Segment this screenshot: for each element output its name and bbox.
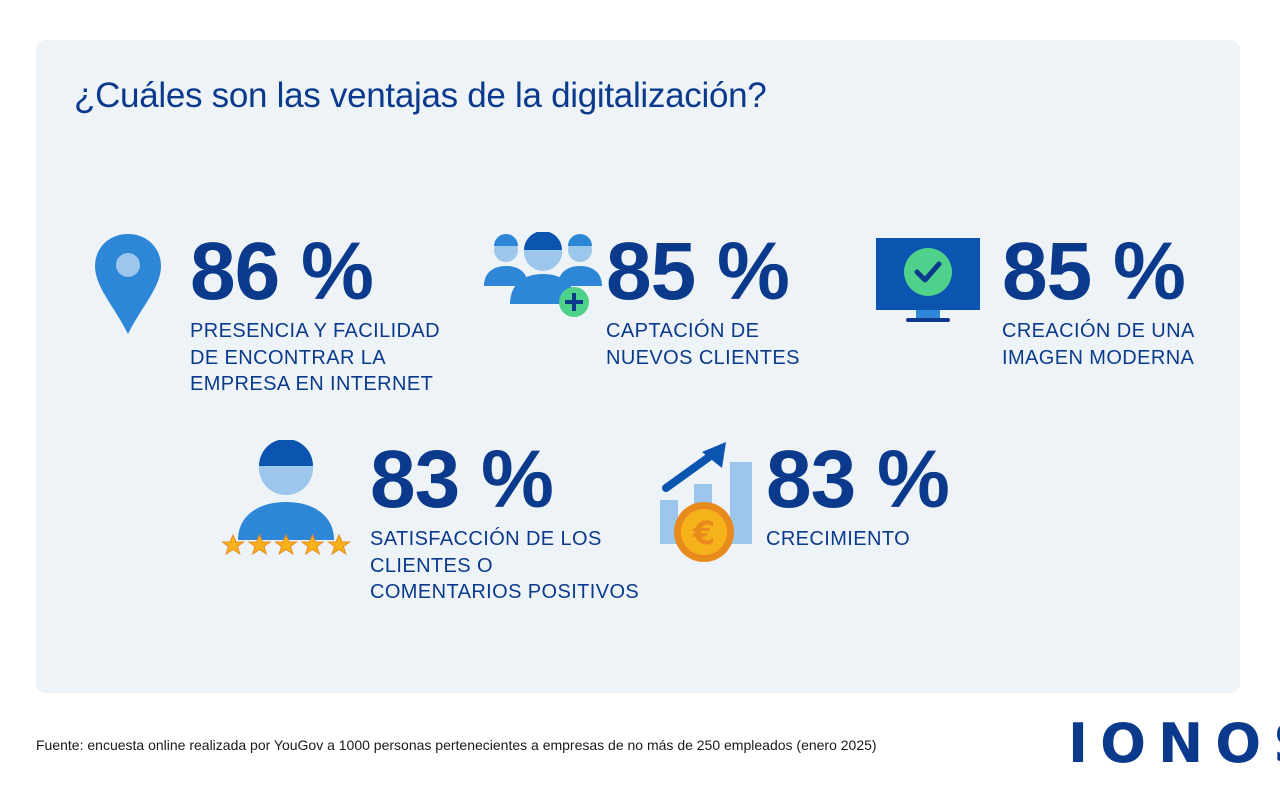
user-five-stars-icon [221, 440, 351, 556]
source-footnote: Fuente: encuesta online realizada por Yo… [36, 737, 877, 753]
stat-modern-image: 85 % Creación de una imagen moderna [1002, 226, 1195, 371]
stat-new-customers: 85 % Captación de nuevos clientes [606, 226, 800, 371]
stat-growth: 83 % Crecimiento [766, 434, 950, 553]
stat-percent: 83 % [370, 434, 554, 525]
infographic-panel [36, 40, 1240, 693]
stat-percent: 85 % [1002, 226, 1186, 317]
add-users-icon [484, 232, 602, 317]
monitor-check-icon [876, 238, 980, 322]
infographic-title: ¿Cuáles son las ventajas de la digitaliz… [74, 76, 767, 115]
stat-label: Creación de una imagen moderna [1002, 320, 1195, 369]
stat-percent: 86 % [190, 226, 374, 317]
stat-label: Satisfacción de los clientes o comentari… [370, 528, 640, 603]
location-pin-icon [95, 234, 161, 334]
stat-online-presence: 86 % Presencia y facilidad de encontrar … [190, 226, 440, 398]
stat-percent: 83 % [766, 434, 950, 525]
stat-percent: 85 % [606, 226, 790, 317]
ionos-logo: IONOS [1068, 712, 1280, 775]
stat-customer-satisfaction: 83 % Satisfacción de los clientes o come… [370, 434, 640, 606]
growth-chart-euro-icon: € [660, 442, 752, 562]
stat-label: Presencia y facilidad de encontrar la em… [190, 320, 440, 395]
svg-text:€: € [692, 514, 715, 552]
stat-label: Crecimiento [766, 528, 911, 550]
stat-label: Captación de nuevos clientes [606, 320, 800, 369]
